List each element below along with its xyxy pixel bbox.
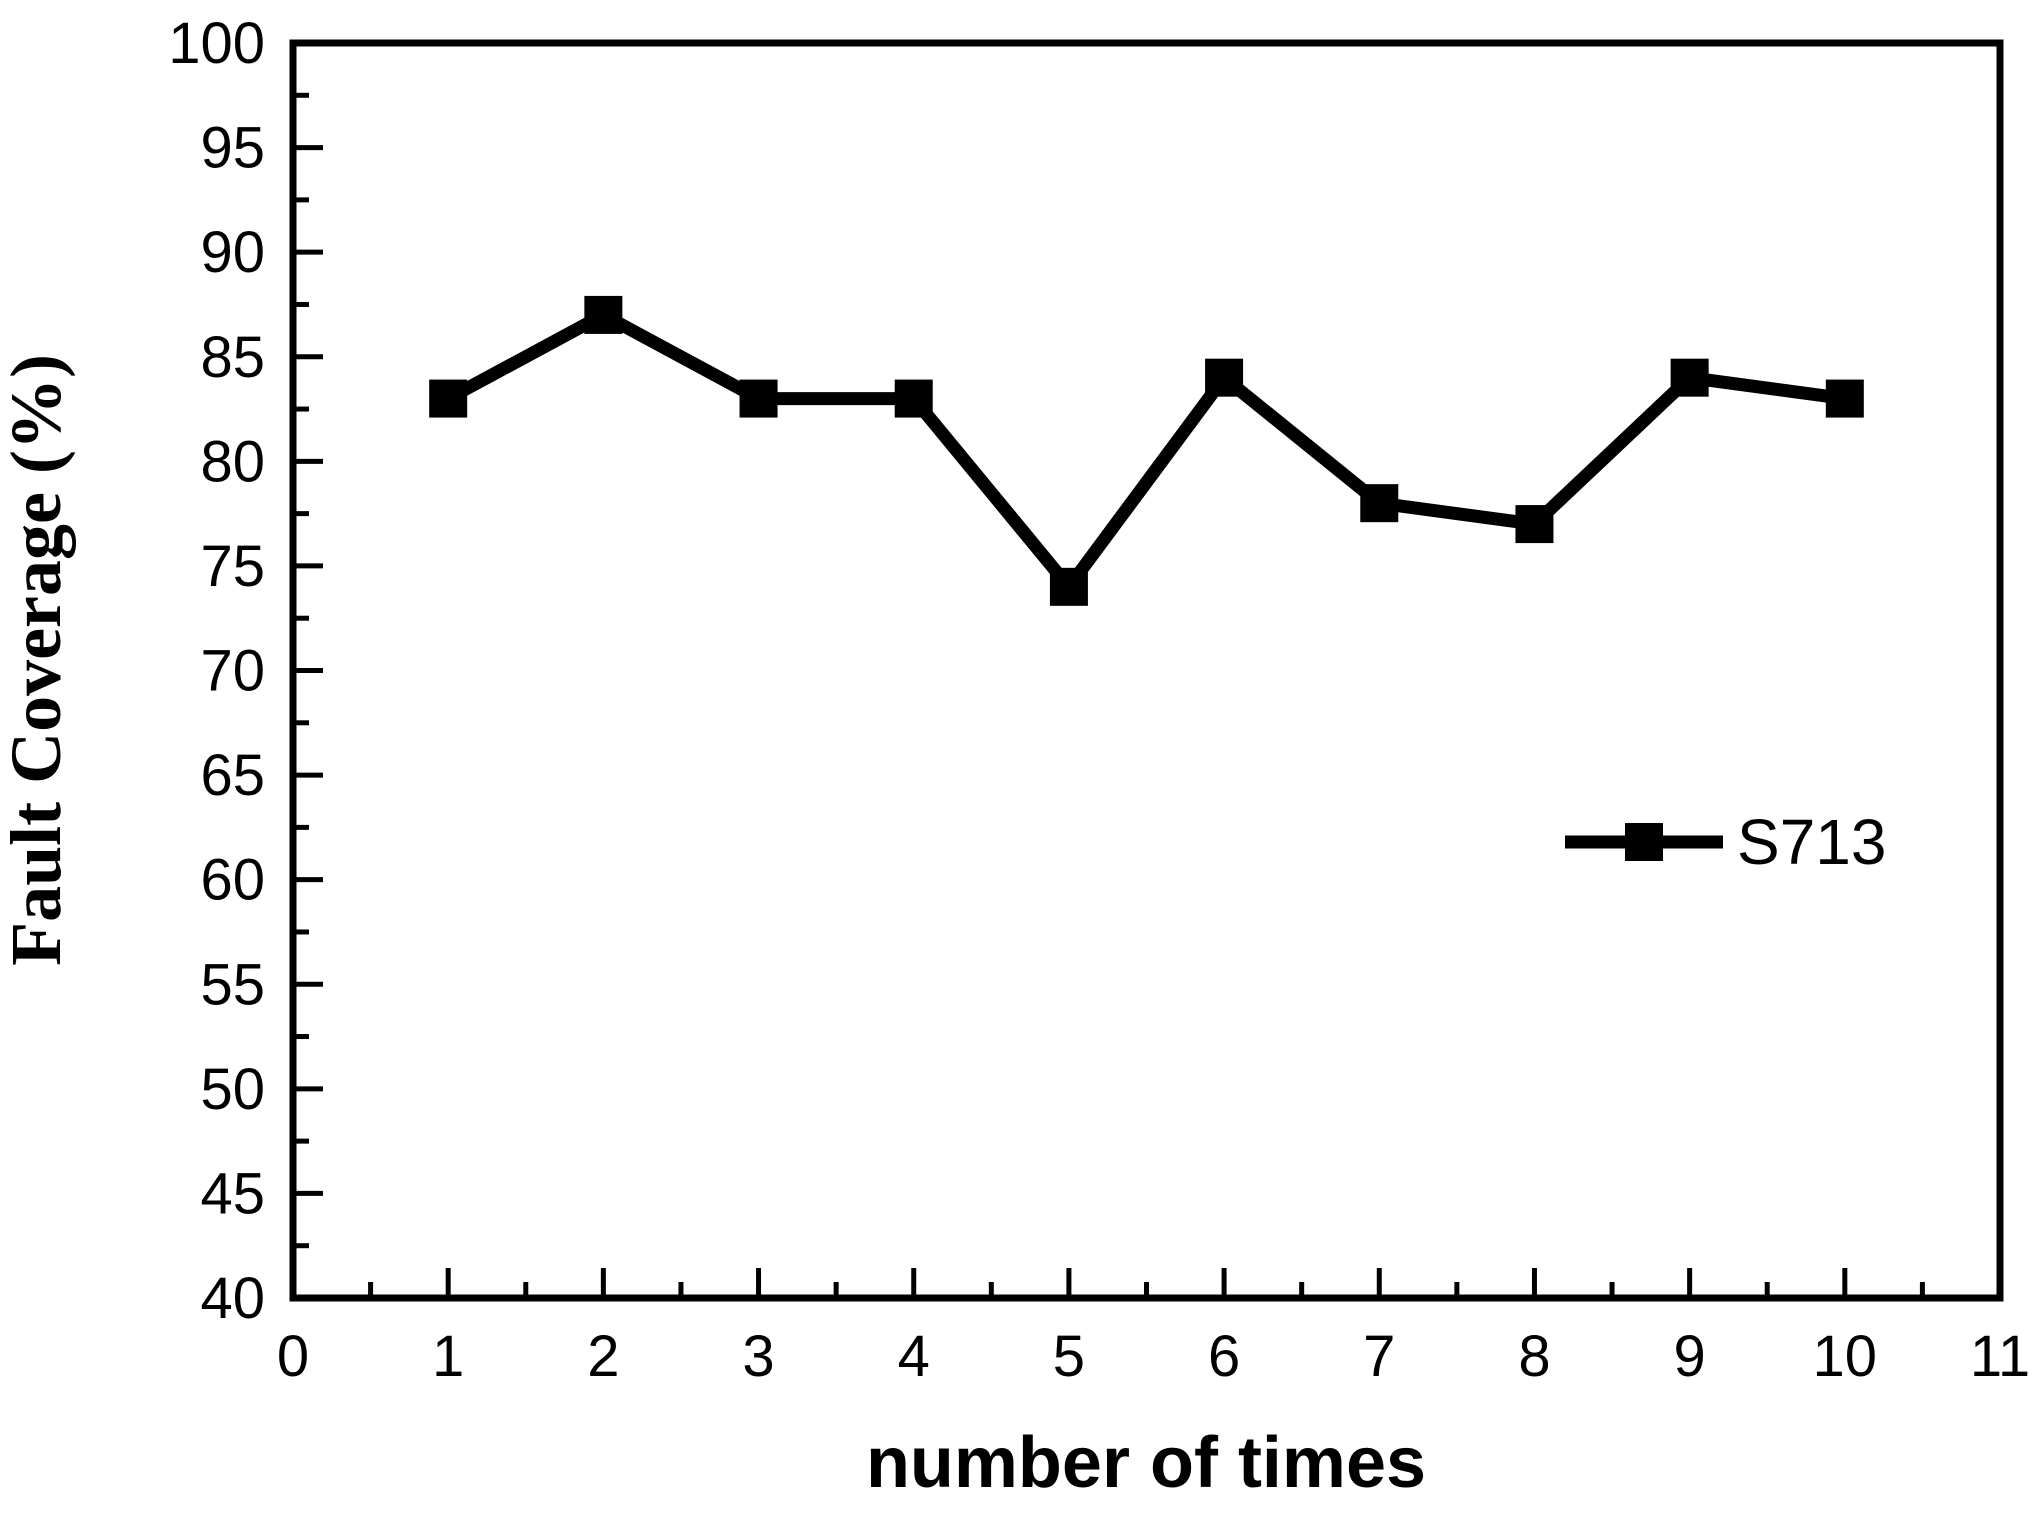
y-axis-ticks [293, 40, 323, 1301]
x-tick-label: 5 [1053, 1324, 1085, 1389]
y-tick-label: 50 [200, 1057, 265, 1122]
x-tick-label: 4 [898, 1324, 930, 1389]
x-axis-ticks [290, 1268, 2003, 1298]
x-tick-label: 7 [1363, 1324, 1395, 1389]
y-tick-label: 100 [168, 11, 265, 76]
legend: S713 [1565, 806, 1886, 878]
y-tick-label: 70 [200, 639, 265, 704]
x-tick-label: 1 [432, 1324, 464, 1389]
x-tick-label: 6 [1208, 1324, 1240, 1389]
y-tick-label: 45 [200, 1161, 265, 1226]
y-axis-tick-labels: 40 45 50 55 60 65 70 75 80 85 90 95 100 [168, 11, 265, 1331]
y-tick-label: 95 [200, 116, 265, 181]
plot-border [289, 39, 2004, 1302]
x-tick-label: 3 [742, 1324, 774, 1389]
x-tick-label: 9 [1674, 1324, 1706, 1389]
data-point-marker [1515, 505, 1554, 544]
x-tick-label: 10 [1813, 1324, 1878, 1389]
plot-spines [289, 39, 2004, 1302]
x-tick-label: 8 [1518, 1324, 1550, 1389]
y-tick-label: 80 [200, 429, 265, 494]
data-point-marker [1360, 484, 1399, 523]
y-tick-label: 75 [200, 534, 265, 599]
x-axis-title: number of times [866, 1423, 1426, 1503]
y-tick-label: 60 [200, 848, 265, 913]
y-tick-label: 65 [200, 743, 265, 808]
data-point-marker [1049, 567, 1088, 606]
x-tick-label: 0 [277, 1324, 309, 1389]
data-point-marker [1825, 379, 1864, 418]
y-tick-label: 40 [200, 1266, 265, 1331]
x-tick-label: 2 [587, 1324, 619, 1389]
data-point-marker [894, 379, 933, 418]
y-tick-label: 90 [200, 220, 265, 285]
data-point-marker [1670, 358, 1709, 397]
legend-series-label: S713 [1737, 806, 1886, 878]
x-tick-label: 11 [1970, 1324, 2030, 1389]
x-axis-tick-labels: 0 1 2 3 4 5 6 7 8 9 10 11 [277, 1324, 2030, 1389]
data-point-marker [1205, 358, 1244, 397]
series-line [445, 307, 1846, 598]
data-series [429, 295, 1864, 606]
y-axis-title: Fault Coverage (%) [0, 354, 76, 966]
y-tick-label: 85 [200, 325, 265, 390]
legend-marker-square [1625, 823, 1663, 861]
y-tick-label: 55 [200, 952, 265, 1017]
data-point-marker [429, 379, 468, 418]
data-point-marker [739, 379, 778, 418]
data-point-marker [584, 295, 623, 334]
